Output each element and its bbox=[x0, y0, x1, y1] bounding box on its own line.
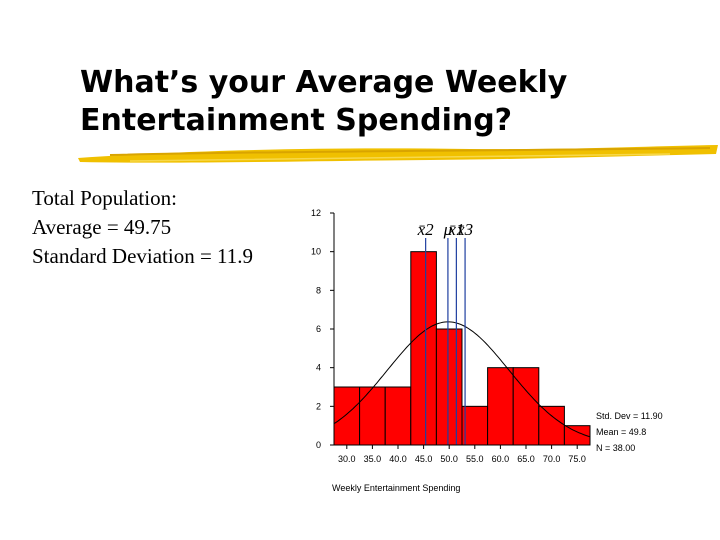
y-tick-label: 2 bbox=[316, 401, 321, 411]
histogram-bar bbox=[410, 251, 437, 446]
histogram-bar bbox=[333, 386, 361, 446]
normal-curve bbox=[333, 321, 591, 438]
x-tick-label: 45.0 bbox=[415, 454, 433, 464]
x-bar-3-marker-label: x̄3 bbox=[456, 220, 473, 239]
x-bar-1-marker-label: x̄1 bbox=[447, 220, 464, 239]
y-axis: 0 2 4 6 8 10 12 bbox=[311, 208, 335, 450]
stats-box: Std. Dev = 11.90 Mean = 49.8 N = 38.00 bbox=[596, 411, 663, 453]
n-label: N = 38.00 bbox=[596, 443, 635, 453]
mean-label: Mean = 49.8 bbox=[596, 427, 646, 437]
x-tick-label: 30.0 bbox=[338, 454, 356, 464]
histogram-bars bbox=[333, 251, 591, 446]
population-stats: Total Population: Average = 49.75 Standa… bbox=[32, 184, 312, 271]
histogram-chart: 0 2 4 6 8 10 12 x̄2 μx̄1x̄3 30.0 35.0 40.0 45.0 50.… bbox=[311, 208, 663, 493]
histogram-bar bbox=[461, 405, 489, 446]
x-tick-label: 40.0 bbox=[389, 454, 407, 464]
y-tick-label: 10 bbox=[311, 247, 321, 257]
y-tick-label: 4 bbox=[316, 363, 321, 373]
x-tick-label: 75.0 bbox=[568, 454, 586, 464]
histogram-bar bbox=[487, 367, 514, 446]
x-axis-title: Weekly Entertainment Spending bbox=[332, 483, 460, 493]
histogram-bar bbox=[435, 328, 463, 446]
y-tick-label: 8 bbox=[316, 285, 321, 295]
normal-curve-line bbox=[333, 321, 591, 438]
stats-std-dev: Standard Deviation = 11.9 bbox=[32, 244, 254, 268]
histogram-bar bbox=[384, 386, 412, 446]
y-tick-label: 12 bbox=[311, 208, 321, 218]
x-axis: 30.0 35.0 40.0 45.0 50.0 55.0 60.0 65.0 70.0 75.0 bbox=[334, 444, 590, 464]
y-tick-label: 6 bbox=[316, 324, 321, 334]
title-line-1: What’s your Average Weekly bbox=[80, 65, 568, 100]
mu-marker-label: μ bbox=[443, 220, 453, 239]
histogram-bar bbox=[538, 405, 565, 446]
x-tick-label: 65.0 bbox=[517, 454, 535, 464]
mean-markers: x̄2 μx̄1x̄3 bbox=[417, 220, 473, 445]
x-tick-label: 50.0 bbox=[440, 454, 458, 464]
title-line-2: Entertainment Spending? bbox=[80, 103, 513, 138]
std-dev-label: Std. Dev = 11.90 bbox=[596, 411, 663, 421]
x-tick-label: 35.0 bbox=[364, 454, 382, 464]
x-tick-label: 60.0 bbox=[492, 454, 510, 464]
stats-average: Average = 49.75 bbox=[32, 215, 172, 239]
x-tick-label: 55.0 bbox=[466, 454, 484, 464]
stats-heading: Total Population: bbox=[32, 186, 177, 210]
slide-title: What’s your Average Weekly Entertainment… bbox=[80, 64, 700, 140]
histogram-bar bbox=[359, 386, 386, 446]
x-bar-2-marker-label: x̄2 bbox=[417, 220, 435, 239]
x-tick-label: 70.0 bbox=[543, 454, 561, 464]
title-underline-brushstroke bbox=[78, 145, 718, 163]
y-tick-label: 0 bbox=[316, 440, 321, 450]
